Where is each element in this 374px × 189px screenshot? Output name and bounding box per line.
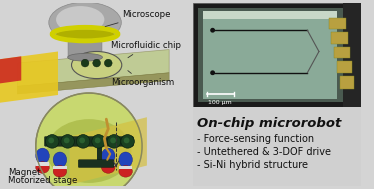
Bar [329, 18, 346, 29]
Ellipse shape [53, 166, 67, 177]
Ellipse shape [36, 162, 49, 173]
Ellipse shape [56, 6, 104, 33]
Circle shape [61, 135, 74, 148]
Polygon shape [0, 56, 21, 83]
Bar [340, 76, 354, 89]
Circle shape [36, 93, 142, 189]
FancyBboxPatch shape [78, 160, 114, 167]
Circle shape [76, 135, 90, 148]
Polygon shape [70, 117, 147, 185]
Bar [96, 145, 102, 163]
Circle shape [121, 135, 134, 148]
Ellipse shape [101, 148, 115, 164]
Bar [193, 3, 361, 107]
Polygon shape [0, 51, 58, 103]
Text: Microscope: Microscope [105, 10, 170, 27]
Text: 100 μm: 100 μm [208, 100, 232, 105]
Bar [36, 162, 49, 166]
Text: Motorized stage: Motorized stage [8, 176, 77, 184]
Bar [334, 47, 350, 58]
Bar [119, 166, 132, 169]
Bar [53, 166, 67, 169]
Bar [0, 3, 203, 186]
Ellipse shape [71, 51, 122, 79]
Text: - Force-sensing function: - Force-sensing function [197, 134, 314, 144]
Ellipse shape [53, 152, 67, 167]
Polygon shape [18, 73, 169, 94]
Text: On-chip microrobot: On-chip microrobot [197, 118, 341, 130]
Text: Microorganism: Microorganism [111, 71, 174, 87]
Circle shape [92, 135, 105, 148]
Bar [68, 36, 102, 57]
Bar [101, 162, 115, 166]
Bar [198, 8, 347, 102]
Ellipse shape [46, 119, 131, 183]
Circle shape [81, 59, 89, 67]
Circle shape [64, 138, 70, 143]
Text: - Untethered & 3-DOF drive: - Untethered & 3-DOF drive [197, 147, 331, 157]
Text: - Si-Ni hybrid structure: - Si-Ni hybrid structure [197, 160, 308, 170]
Bar [203, 11, 337, 19]
Circle shape [210, 70, 215, 75]
Bar [337, 61, 352, 73]
Ellipse shape [101, 162, 115, 173]
Polygon shape [18, 50, 169, 86]
Ellipse shape [119, 152, 132, 167]
FancyBboxPatch shape [45, 136, 134, 146]
Bar [203, 11, 337, 99]
Text: Microfluidic chip: Microfluidic chip [111, 41, 181, 58]
Ellipse shape [119, 166, 132, 177]
Bar [343, 3, 361, 107]
Circle shape [104, 59, 112, 67]
Bar [193, 107, 361, 186]
Circle shape [110, 138, 116, 143]
Circle shape [210, 28, 215, 33]
Circle shape [93, 59, 101, 67]
Circle shape [124, 138, 129, 143]
Ellipse shape [36, 148, 49, 164]
Ellipse shape [56, 29, 114, 39]
Ellipse shape [68, 53, 102, 61]
Circle shape [45, 135, 59, 148]
Text: Magnet: Magnet [8, 168, 40, 177]
Circle shape [95, 138, 101, 143]
Circle shape [48, 138, 54, 143]
Ellipse shape [49, 2, 121, 43]
Bar [331, 32, 348, 44]
Circle shape [107, 135, 121, 148]
Circle shape [79, 138, 85, 143]
